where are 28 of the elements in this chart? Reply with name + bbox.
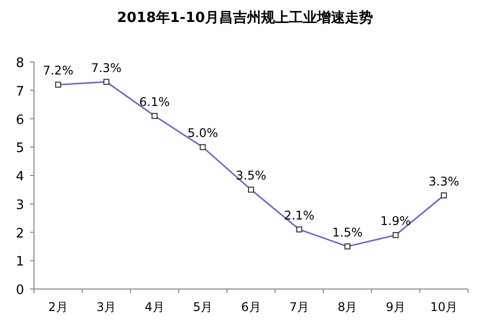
data-label: 7.2%: [42, 64, 74, 78]
x-tick-label: 3月: [96, 300, 116, 314]
x-tick-label: 7月: [289, 300, 310, 314]
x-tick-label: 6月: [241, 300, 261, 314]
y-tick-label: 0: [16, 283, 24, 298]
data-label: 1.9%: [380, 214, 411, 228]
x-tick-label: 4月: [144, 300, 164, 314]
data-label: 7.3%: [91, 60, 122, 75]
data-label: 3.3%: [428, 174, 460, 188]
x-tick-label: 10月: [430, 300, 458, 314]
data-label: 6.1%: [139, 94, 170, 109]
y-tick-label: 6: [16, 112, 24, 128]
y-tick-label: 3: [16, 198, 24, 213]
y-tick-label: 5: [16, 141, 24, 156]
data-label: 5.0%: [188, 126, 218, 140]
data-label: 3.5%: [236, 168, 266, 183]
x-tick-label: 2月: [48, 300, 68, 314]
data-label: 2.1%: [284, 208, 314, 222]
y-tick-label: 2: [16, 226, 24, 242]
x-tick-label: 5月: [192, 300, 213, 314]
data-label: 1.5%: [332, 225, 363, 240]
chart-title: 2018年1-10月昌吉州规上工业增速走势: [117, 10, 373, 26]
y-tick-label: 8: [16, 56, 24, 71]
y-tick-label: 7: [16, 84, 24, 100]
x-tick-label: 8月: [338, 300, 358, 314]
y-tick-label: 4: [16, 170, 24, 184]
x-tick-label: 9月: [386, 300, 406, 314]
y-tick-label: 1: [16, 254, 24, 270]
